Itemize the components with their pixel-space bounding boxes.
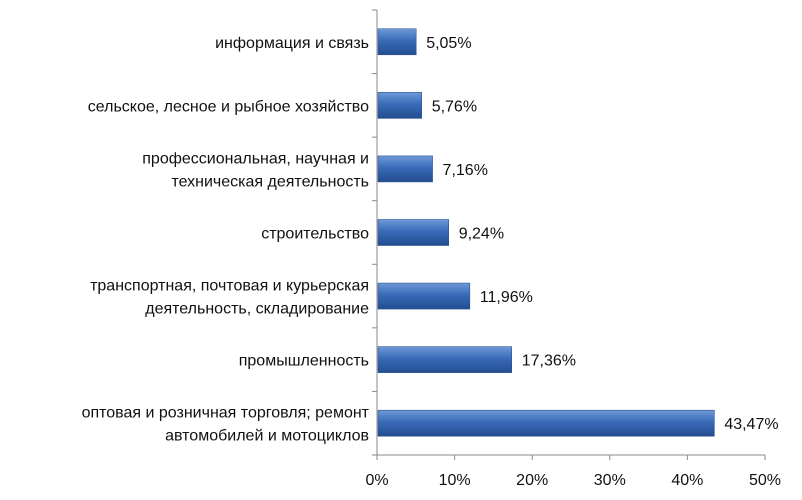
x-tick-label-3: 30% xyxy=(594,472,626,489)
category-label-1-0: сельское, лесное и рыбное хозяйство xyxy=(88,98,369,115)
bar-2 xyxy=(377,155,433,183)
category-label-2-0: профессиональная, научная и xyxy=(142,150,369,167)
value-label-5: 17,36% xyxy=(522,353,576,370)
category-label-6-0: оптовая и розничная торговля; ремонт xyxy=(82,405,370,422)
category-label-0-0: информация и связь xyxy=(215,35,369,52)
value-label-4: 11,96% xyxy=(480,289,533,306)
labels-layer: 5,05% информация и связь 5,76% сельское, ле… xyxy=(82,35,781,489)
bar-6 xyxy=(377,409,715,437)
bar-3 xyxy=(377,219,450,246)
value-label-0: 5,05% xyxy=(426,35,471,52)
value-label-1: 5,76% xyxy=(432,98,477,115)
category-label-6-1: автомобилей и мотоциклов xyxy=(165,428,369,445)
bar-4 xyxy=(377,282,471,310)
x-tick-label-1: 10% xyxy=(439,472,471,489)
value-label-2: 7,16% xyxy=(443,162,488,179)
category-label-5-0: промышленность xyxy=(239,353,369,370)
value-label-3: 9,24% xyxy=(459,226,504,243)
category-label-2-1: техническая деятельность xyxy=(171,173,369,190)
bar-0 xyxy=(377,28,417,56)
category-label-4-0: транспортная, почтовая и курьерская xyxy=(90,278,369,295)
category-label-3-0: строительство xyxy=(261,226,369,243)
x-tick-label-0: 0% xyxy=(365,472,388,489)
axes xyxy=(372,9,766,460)
category-label-4-1: деятельность, складирование xyxy=(145,301,369,318)
x-tick-label-5: 50% xyxy=(749,472,781,489)
bar-1 xyxy=(377,92,422,119)
value-label-6: 43,47% xyxy=(724,416,778,433)
bars-layer xyxy=(377,28,715,437)
bar-5 xyxy=(377,346,513,373)
x-tick-label-2: 20% xyxy=(516,472,548,489)
x-tick-label-4: 40% xyxy=(671,472,703,489)
